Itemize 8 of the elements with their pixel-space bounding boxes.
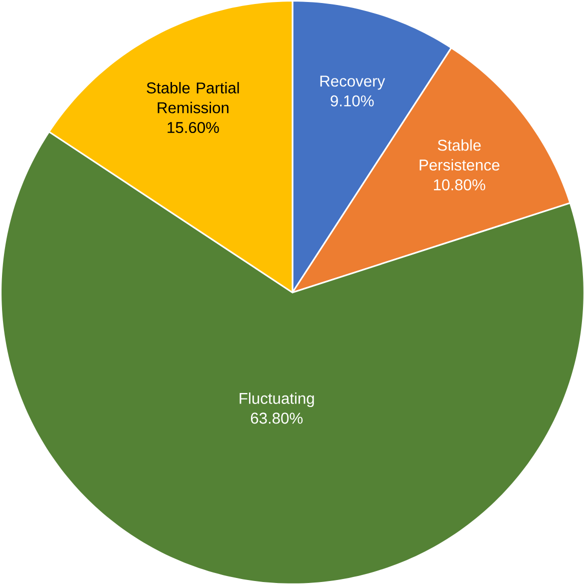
data-label: 9.10% <box>330 95 374 106</box>
slice-label: Stable Partial Remission <box>146 82 239 114</box>
data-label: 63.80% <box>250 412 302 424</box>
slice-label: Recovery <box>320 76 385 90</box>
data-label: 15.60% <box>168 122 219 134</box>
slice-label: Stable Persistence <box>420 139 500 171</box>
data-label: 10.80% <box>434 179 486 190</box>
slice-label: Fluctuating <box>240 392 314 408</box>
